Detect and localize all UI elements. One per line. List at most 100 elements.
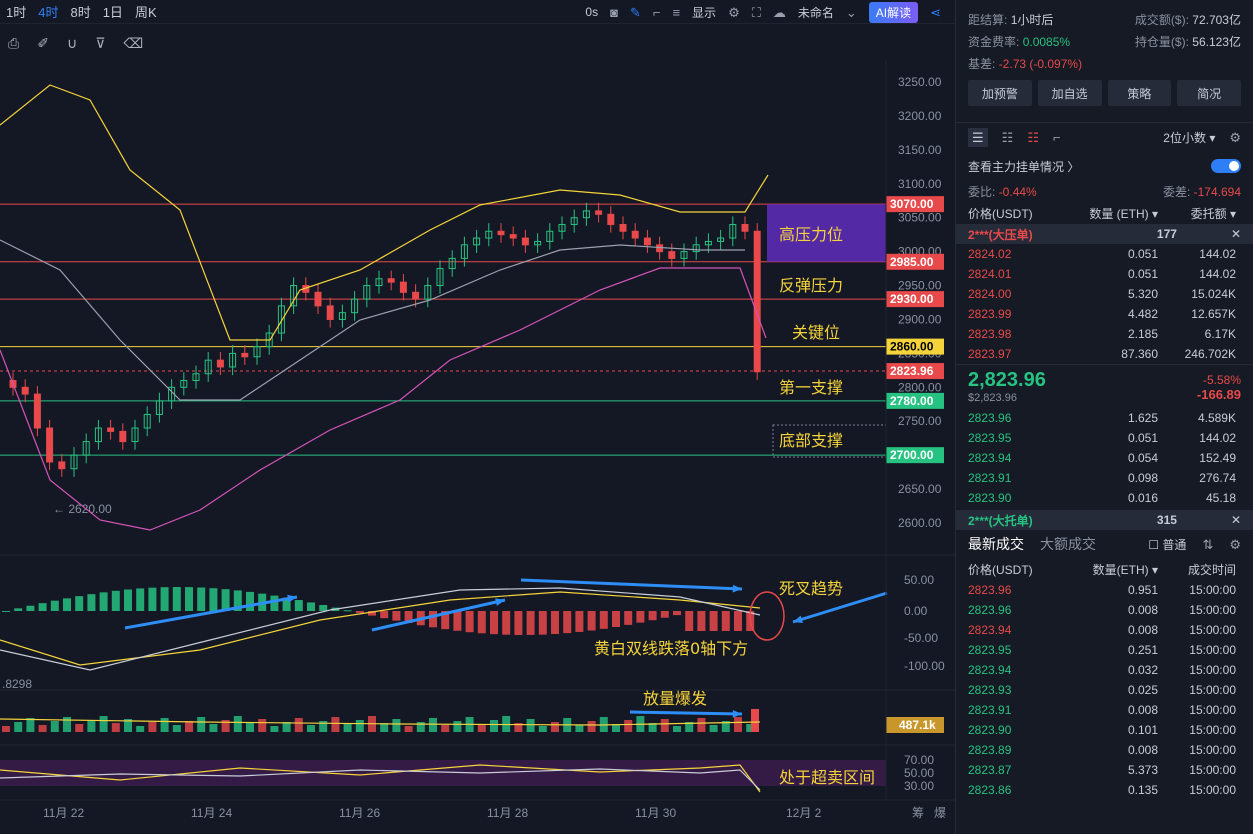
trade-row[interactable]: 2823.89 0.008 15:00:00 xyxy=(956,740,1253,760)
trade-row[interactable]: 2823.95 0.251 15:00:00 xyxy=(956,640,1253,660)
col-qty[interactable]: 数量 (ETH) ▾ xyxy=(1089,206,1158,221)
volume-bar xyxy=(514,723,523,732)
tab-large-trades[interactable]: 大额成交 xyxy=(1040,536,1096,552)
tf-1d[interactable]: 1日 xyxy=(102,5,123,20)
trade-row-cell: 0.008 xyxy=(1127,603,1158,617)
bid-row-cell: 0.098 xyxy=(1127,471,1158,485)
tf-1h[interactable]: 1时 xyxy=(6,5,27,20)
decimals-select[interactable]: 2位小数 ▾ xyxy=(1163,131,1216,145)
macd-bar xyxy=(221,589,230,611)
trade-row-cell: 0.251 xyxy=(1127,643,1158,657)
trend-arrow-head xyxy=(732,584,742,593)
book-depth-icon[interactable]: ⌐ xyxy=(1052,130,1061,145)
candle-body xyxy=(692,244,700,253)
normal-checkbox[interactable]: ☐ 普通 xyxy=(1148,537,1187,552)
fullscreen-icon[interactable]: ⛶ xyxy=(751,4,761,20)
ai-button[interactable]: AI解读 xyxy=(868,1,919,23)
sort-icon[interactable]: ⇅ xyxy=(1202,536,1214,552)
camera-icon[interactable]: ◙ xyxy=(610,4,618,20)
edit-icon[interactable]: ✐ xyxy=(37,35,49,51)
close-icon[interactable]: ✕ xyxy=(1230,227,1241,241)
main-order-toggle[interactable] xyxy=(1211,159,1241,173)
ask-row[interactable]: 2824.02 0.051 144.02 xyxy=(956,244,1253,264)
macd-bar xyxy=(648,611,657,621)
main-order-link[interactable]: 查看主力挂单情况 〉 xyxy=(968,159,1080,174)
bid-row[interactable]: 2823.96 1.625 4.589K xyxy=(956,408,1253,428)
liquidation-toggle: 爆 xyxy=(934,806,946,820)
low-marker: ← 2620.00 xyxy=(53,502,112,516)
lock-icon[interactable]: ⎙ xyxy=(8,35,20,51)
trade-row-cell: 2823.96 xyxy=(968,583,1012,597)
trade-col-qty-label: 数量(ETH) xyxy=(1092,562,1149,577)
overview-button[interactable]: 简况 xyxy=(1177,80,1241,106)
macd-bar xyxy=(26,605,35,611)
trade-row[interactable]: 2823.86 0.135 15:00:00 xyxy=(956,780,1253,800)
list-icon[interactable]: ≡ xyxy=(672,4,681,20)
settings-icon[interactable]: ⚙ xyxy=(1229,130,1241,145)
volume-bar xyxy=(2,726,10,732)
candle-body xyxy=(753,230,761,373)
trade-row-cell: 15:00:00 xyxy=(1189,763,1236,777)
ask-row-cell: 87.360 xyxy=(1121,347,1158,361)
macd-bar xyxy=(99,592,108,611)
oi-value: 56.123亿 xyxy=(1192,34,1241,49)
level-label: 2823.96 xyxy=(890,364,934,378)
watchlist-button[interactable]: 加自选 xyxy=(1037,80,1102,106)
macd-bar xyxy=(660,611,669,618)
close-icon[interactable]: ✕ xyxy=(1230,513,1241,527)
bid-banner[interactable]: 2***(大托单) 315 ✕ xyxy=(956,510,1253,530)
trade-row[interactable]: 2823.87 5.373 15:00:00 xyxy=(956,760,1253,780)
trade-row[interactable]: 2823.96 0.951 15:00:00 xyxy=(956,580,1253,600)
display-button[interactable]: 显示 xyxy=(692,5,717,20)
trade-row[interactable]: 2823.94 0.008 15:00:00 xyxy=(956,620,1253,640)
gear-icon[interactable]: ⚙ xyxy=(728,4,740,20)
book-both-icon[interactable]: ☰ xyxy=(968,128,988,147)
ratio-label: 委比: xyxy=(968,184,996,199)
ask-banner[interactable]: 2***(大压单) 177 ✕ xyxy=(956,224,1253,244)
macd-bar xyxy=(624,611,633,625)
trade-row[interactable]: 2823.91 0.008 15:00:00 xyxy=(956,700,1253,720)
book-asks-icon[interactable]: ☷ xyxy=(1027,130,1039,145)
bid-row[interactable]: 2823.94 0.054 152.49 xyxy=(956,448,1253,468)
ask-row[interactable]: 2824.00 5.320 15.024K xyxy=(956,284,1253,304)
book-bids-icon[interactable]: ☷ xyxy=(1001,130,1014,145)
trade-row[interactable]: 2823.93 0.025 15:00:00 xyxy=(956,680,1253,700)
tab-latest-trades[interactable]: 最新成交 xyxy=(968,536,1024,552)
trade-col-qty[interactable]: 数量(ETH) ▾ xyxy=(1092,562,1158,577)
col-amount[interactable]: 委托额 ▾ xyxy=(1190,206,1236,221)
pencil-icon[interactable]: ✎ xyxy=(629,4,641,20)
trade-row[interactable]: 2823.96 0.008 15:00:00 xyxy=(956,600,1253,620)
bid-row[interactable]: 2823.90 0.016 45.18 xyxy=(956,488,1253,508)
kline-chart[interactable]: 3250.00 3200.00 3150.00 3100.00 3050.00 3000.… xyxy=(0,0,955,834)
price-tick: 2900.00 xyxy=(898,312,942,326)
crop-icon[interactable]: ⌐ xyxy=(652,4,661,20)
rsi-tick: 70.00 xyxy=(904,753,934,767)
candle-body xyxy=(82,441,90,456)
trash-icon[interactable]: ⌫ xyxy=(123,35,144,51)
cloud-icon[interactable]: ☁ xyxy=(772,4,786,20)
layout-name[interactable]: 未命名 xyxy=(797,5,834,20)
candle-body xyxy=(326,305,334,320)
candle-body xyxy=(21,386,29,395)
volume-bar xyxy=(14,722,23,732)
chart-canvas[interactable]: 3250.003200.003150.003100.003050.003000.… xyxy=(0,0,955,834)
ask-row[interactable]: 2823.97 87.360 246.702K xyxy=(956,344,1253,364)
share-icon[interactable]: ⋖ xyxy=(930,4,941,20)
settings-icon[interactable]: ⚙ xyxy=(1229,536,1241,552)
bid-row[interactable]: 2823.95 0.051 144.02 xyxy=(956,428,1253,448)
filter-icon[interactable]: ⊽ xyxy=(95,35,106,51)
ask-row[interactable]: 2823.98 2.185 6.17K xyxy=(956,324,1253,344)
magnet-icon[interactable]: ∪ xyxy=(66,35,78,51)
chevron-down-icon[interactable]: ⌄ xyxy=(845,4,857,20)
tf-8h[interactable]: 8时 xyxy=(70,5,91,20)
ask-row-cell: 0.051 xyxy=(1127,267,1158,281)
bid-row[interactable]: 2823.91 0.098 276.74 xyxy=(956,468,1253,488)
trade-row[interactable]: 2823.90 0.101 15:00:00 xyxy=(956,720,1253,740)
trade-row[interactable]: 2823.94 0.032 15:00:00 xyxy=(956,660,1253,680)
ask-row[interactable]: 2824.01 0.051 144.02 xyxy=(956,264,1253,284)
alert-button[interactable]: 加预警 xyxy=(968,80,1032,106)
tf-4h[interactable]: 4时 xyxy=(38,5,59,20)
ask-row[interactable]: 2823.99 4.482 12.657K xyxy=(956,304,1253,324)
strategy-button[interactable]: 策略 xyxy=(1107,80,1172,106)
tf-1w[interactable]: 周K xyxy=(134,5,157,20)
